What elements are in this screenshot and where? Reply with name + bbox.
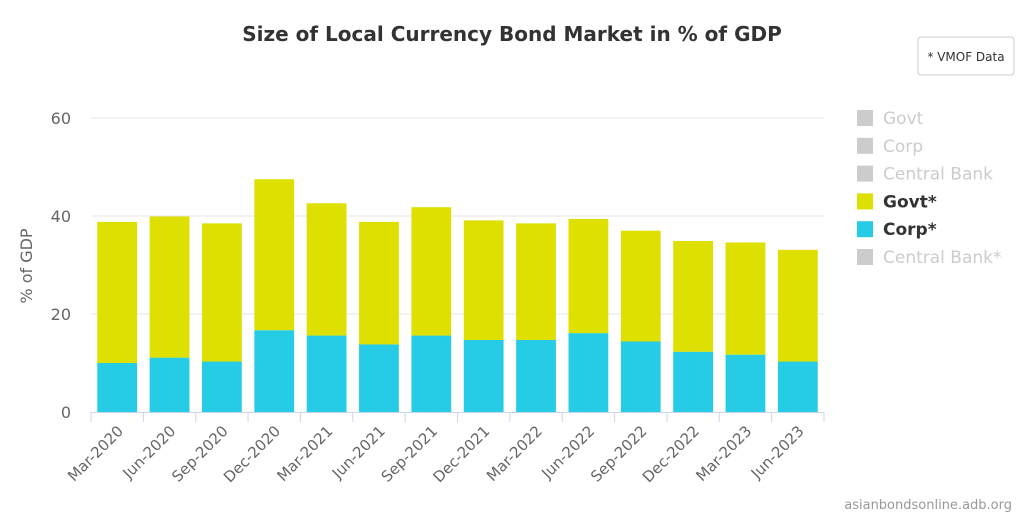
bar-govt-jun-2020[interactable]: [149, 216, 190, 358]
bar-corp-dec-2020[interactable]: [254, 330, 295, 412]
bar-corp-mar-2020[interactable]: [97, 363, 138, 412]
bar-corp-mar-2022[interactable]: [516, 339, 556, 412]
legend-item-govt[interactable]: Govt: [857, 109, 924, 129]
bar-corp-jun-2020[interactable]: [149, 357, 190, 412]
legend-swatch: [857, 193, 873, 210]
legend-swatch: [857, 165, 873, 182]
legend-swatch: [857, 110, 873, 126]
legend-label: Corp*: [883, 220, 937, 240]
legend-label: Govt: [883, 109, 924, 129]
x-tick-label: Dec-2020: [220, 422, 284, 486]
x-tick-label: Mar-2023: [692, 422, 755, 485]
bar-corp-dec-2021[interactable]: [463, 339, 504, 412]
legend-label: Corp: [883, 137, 923, 157]
bar-corp-jun-2021[interactable]: [359, 344, 399, 412]
bar-corp-sep-2022[interactable]: [620, 341, 661, 412]
y-tick-label: 20: [51, 305, 71, 324]
x-tick-label: Jun-2023: [747, 422, 808, 483]
vmof-data-button-label: * VMOF Data: [927, 50, 1004, 64]
vmof-data-button[interactable]: * VMOF Data: [917, 36, 1015, 76]
x-tick-label: Mar-2021: [274, 422, 337, 485]
y-tick-label: 60: [51, 109, 71, 128]
bar-corp-dec-2022[interactable]: [673, 351, 714, 412]
bar-corp-mar-2021[interactable]: [306, 335, 347, 412]
x-tick-label: Mar-2020: [64, 422, 127, 485]
bar-govt-jun-2023[interactable]: [777, 249, 818, 362]
bar-govt-dec-2022[interactable]: [673, 240, 714, 352]
bar-corp-sep-2020[interactable]: [201, 361, 242, 412]
legend-label: Govt*: [883, 192, 937, 212]
bar-govt-dec-2020[interactable]: [254, 179, 295, 331]
legend-item-central-bank-[interactable]: Central Bank*: [857, 248, 1002, 268]
x-tick-label: Mar-2022: [483, 422, 546, 485]
legend-item-corp[interactable]: Corp: [857, 137, 923, 157]
bar-govt-mar-2022[interactable]: [516, 223, 556, 340]
legend-item-govt-[interactable]: Govt*: [857, 192, 937, 212]
bar-govt-sep-2021[interactable]: [411, 207, 452, 336]
legend-label: Central Bank: [883, 165, 993, 185]
legend-item-corp-[interactable]: Corp*: [857, 220, 937, 240]
bar-corp-jun-2022[interactable]: [568, 333, 609, 412]
credit-text[interactable]: asianbondsonline.adb.org: [844, 498, 1012, 513]
bar-corp-sep-2021[interactable]: [411, 335, 452, 412]
legend-swatch: [857, 221, 873, 238]
legend-label: Central Bank*: [883, 248, 1002, 268]
bar-govt-jun-2022[interactable]: [568, 218, 609, 334]
x-tick-label: Dec-2021: [429, 422, 493, 486]
bar-govt-jun-2021[interactable]: [359, 221, 399, 345]
bar-govt-dec-2021[interactable]: [463, 220, 504, 340]
y-tick-label: 0: [61, 403, 71, 422]
chart-title: Size of Local Currency Bond Market in % …: [242, 22, 782, 46]
bar-govt-mar-2021[interactable]: [306, 203, 347, 336]
bar-corp-jun-2023[interactable]: [777, 361, 818, 412]
legend-swatch: [857, 137, 873, 154]
legend-item-central-bank[interactable]: Central Bank: [857, 165, 993, 185]
x-tick-label: Dec-2022: [639, 422, 703, 486]
legend-swatch: [857, 249, 873, 265]
bar-govt-sep-2022[interactable]: [620, 230, 661, 342]
bar-govt-mar-2020[interactable]: [97, 221, 138, 363]
bar-govt-sep-2020[interactable]: [201, 223, 242, 362]
bar-govt-mar-2023[interactable]: [725, 242, 766, 355]
bar-corp-mar-2023[interactable]: [725, 354, 766, 412]
y-tick-label: 40: [51, 207, 71, 226]
y-axis-title: % of GDP: [17, 228, 36, 304]
